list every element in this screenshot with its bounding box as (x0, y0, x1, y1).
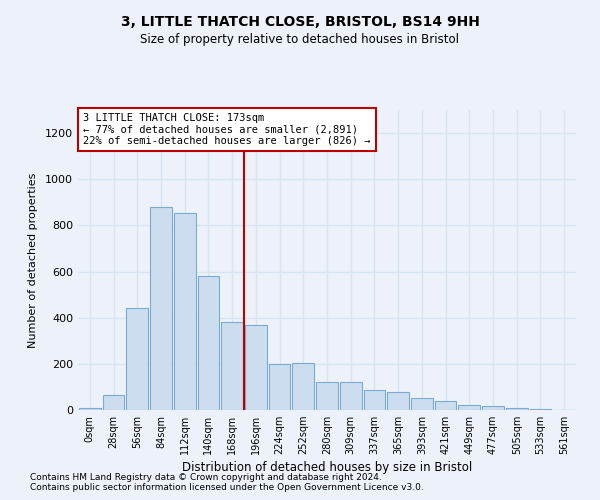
Text: Contains public sector information licensed under the Open Government Licence v3: Contains public sector information licen… (30, 482, 424, 492)
Bar (434, 401, 457, 410)
Text: 3 LITTLE THATCH CLOSE: 173sqm
← 77% of detached houses are smaller (2,891)
22% o: 3 LITTLE THATCH CLOSE: 173sqm ← 77% of d… (83, 113, 370, 146)
X-axis label: Distribution of detached houses by size in Bristol: Distribution of detached houses by size … (182, 462, 472, 474)
Bar (506, 408, 527, 410)
Bar (150, 207, 172, 410)
Bar (127, 308, 148, 410)
Bar (458, 406, 480, 410)
Bar (340, 382, 362, 410)
Bar (482, 406, 504, 410)
Bar (530, 409, 551, 410)
Bar (387, 392, 409, 410)
Bar (292, 362, 314, 410)
Text: 3, LITTLE THATCH CLOSE, BRISTOL, BS14 9HH: 3, LITTLE THATCH CLOSE, BRISTOL, BS14 9H… (121, 15, 479, 29)
Bar (245, 324, 267, 410)
Bar (174, 212, 196, 410)
Bar (79, 408, 101, 410)
Bar (197, 276, 220, 410)
Bar (269, 364, 290, 410)
Bar (221, 322, 243, 410)
Y-axis label: Number of detached properties: Number of detached properties (28, 172, 38, 348)
Bar (411, 398, 433, 410)
Text: Contains HM Land Registry data © Crown copyright and database right 2024.: Contains HM Land Registry data © Crown c… (30, 472, 382, 482)
Text: Size of property relative to detached houses in Bristol: Size of property relative to detached ho… (140, 32, 460, 46)
Bar (103, 395, 124, 410)
Bar (364, 390, 385, 410)
Bar (316, 382, 338, 410)
